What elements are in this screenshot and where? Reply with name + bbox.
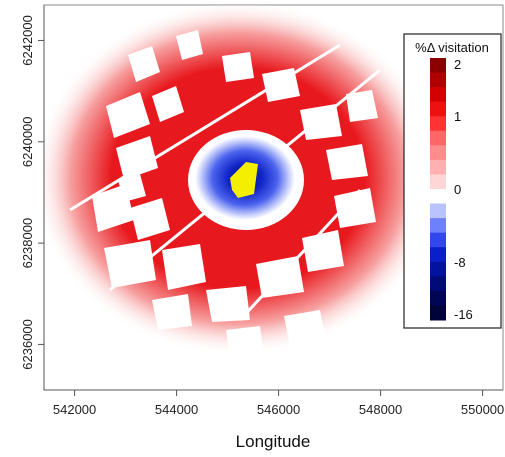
legend-tick-label: -16 xyxy=(454,307,473,322)
legend-color-bin xyxy=(430,203,446,219)
legend-color-bin xyxy=(430,72,446,88)
legend-title: %Δ visitation xyxy=(415,40,489,55)
x-tick-label: 544000 xyxy=(155,402,198,417)
legend-color-bin xyxy=(430,261,446,277)
x-tick-label: 550000 xyxy=(461,402,504,417)
site-polygon xyxy=(230,162,258,198)
legend-color-bin xyxy=(430,276,446,292)
legend-color-bin xyxy=(430,58,446,74)
legend-box xyxy=(403,33,502,329)
legend-color-bin xyxy=(430,145,446,161)
legend-color-bin xyxy=(430,189,446,205)
y-tick-label: 6242000 xyxy=(20,15,35,66)
legend-color-bin xyxy=(430,174,446,190)
legend-color-bin xyxy=(430,101,446,117)
x-tick-label: 542000 xyxy=(53,402,96,417)
legend-color-bin xyxy=(430,159,446,175)
legend-color-bin xyxy=(430,232,446,248)
legend-color-bin xyxy=(430,116,446,132)
legend-color-bin xyxy=(430,87,446,103)
y-tick-label: 6238000 xyxy=(20,218,35,269)
y-tick-label: 6240000 xyxy=(20,116,35,167)
legend: %Δ visitation 2 1 0 -8 -16 xyxy=(403,33,502,329)
legend-tick-label: -8 xyxy=(454,255,466,270)
legend-tick-label: 1 xyxy=(454,109,461,124)
legend-color-bin xyxy=(430,305,446,321)
x-axis: 542000 544000 546000 548000 550000 Longitude xyxy=(44,389,504,451)
y-axis: 6236000 6238000 6240000 6242000 xyxy=(20,5,45,390)
legend-color-bin xyxy=(430,290,446,306)
x-axis-title: Longitude xyxy=(236,432,311,451)
y-tick-label: 6236000 xyxy=(20,319,35,370)
legend-tick-label: 0 xyxy=(454,182,461,197)
legend-color-bin xyxy=(430,218,446,234)
legend-color-bin xyxy=(430,247,446,263)
x-tick-label: 548000 xyxy=(359,402,402,417)
x-tick-label: 546000 xyxy=(257,402,300,417)
legend-tick-label: 2 xyxy=(454,57,461,72)
legend-color-bin xyxy=(430,130,446,146)
